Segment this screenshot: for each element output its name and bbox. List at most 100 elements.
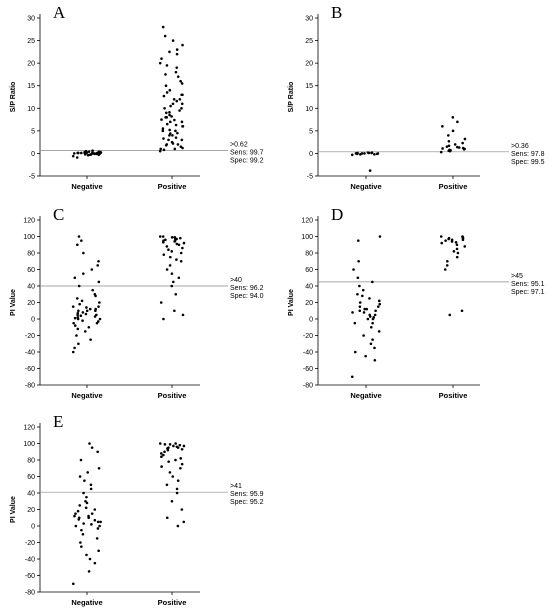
data-point [353, 321, 357, 325]
data-point [75, 156, 79, 159]
panel-e: E -80 -60 -40 -20 0 20 40 60 80 100 120 PI Value Nega… [10, 412, 264, 607]
data-point [352, 268, 355, 271]
data-point [463, 137, 467, 141]
y-tick-label: 15 [305, 83, 313, 90]
data-point [454, 240, 458, 244]
data-point [82, 491, 85, 495]
y-axis-label: PI Value [10, 289, 17, 316]
data-point [181, 313, 185, 317]
data-point [163, 34, 167, 38]
data-point [165, 111, 168, 115]
y-tick-label: 15 [27, 83, 35, 90]
panel-d: D -80 -60 -40 -20 0 20 40 60 80 100 120 PI Value Nega… [288, 205, 545, 400]
data-point [371, 338, 374, 341]
data-point [171, 39, 175, 42]
data-point [441, 147, 444, 150]
data-point [160, 57, 163, 60]
cutoff-annotation: >0.36 [511, 143, 529, 150]
data-point [81, 311, 85, 314]
y-tick-label: -60 [303, 366, 313, 373]
data-point [368, 169, 372, 172]
data-point [76, 316, 80, 319]
data-point [81, 319, 84, 322]
data-point [171, 134, 174, 137]
y-tick-label: -20 [303, 333, 313, 340]
x-category-label: Negative [71, 598, 102, 607]
data-point [165, 122, 169, 126]
data-point [177, 276, 181, 280]
x-category-label: Negative [350, 391, 381, 400]
data-point [89, 338, 92, 341]
data-point [168, 111, 171, 114]
data-point [181, 125, 184, 128]
data-point [84, 506, 88, 510]
data-point [78, 504, 82, 507]
data-point [358, 284, 361, 288]
data-point [450, 240, 454, 243]
data-point [178, 109, 181, 112]
data-point [77, 235, 81, 238]
x-category-label: Positive [158, 598, 187, 607]
data-point [85, 306, 88, 309]
panel-letter: E [53, 412, 63, 431]
data-point [444, 239, 447, 242]
data-point [79, 314, 83, 318]
data-point [76, 311, 80, 315]
data-point [376, 152, 380, 155]
y-tick-label: 100 [301, 234, 313, 241]
data-point [164, 144, 168, 147]
y-axis-label: PI Value [288, 289, 295, 316]
y-tick-label: -60 [25, 366, 35, 373]
data-point [76, 243, 79, 247]
x-category-label: Positive [158, 182, 187, 191]
y-tick-label: 0 [31, 524, 35, 531]
data-point [168, 50, 171, 54]
y-tick-label: -80 [25, 590, 35, 597]
data-point [74, 524, 78, 528]
data-point [77, 151, 80, 155]
y-tick-label: 30 [27, 16, 35, 23]
y-tick-label: -40 [25, 557, 35, 564]
y-tick-label: -40 [25, 350, 35, 357]
data-point [350, 375, 354, 379]
data-point [160, 465, 163, 468]
data-point [369, 342, 373, 346]
data-point [362, 311, 366, 314]
data-point [165, 483, 169, 487]
data-point [96, 264, 99, 267]
data-point [97, 259, 100, 263]
data-point [88, 557, 92, 561]
data-point [75, 334, 78, 337]
data-point [85, 553, 88, 557]
data-point [373, 358, 377, 362]
data-point [170, 284, 174, 288]
data-point [166, 448, 170, 452]
data-point [175, 258, 178, 261]
data-point [175, 491, 179, 495]
data-point [353, 350, 357, 354]
cutoff-annotation: Sens: 99.7 [230, 150, 264, 157]
data-point [440, 241, 444, 245]
data-point [90, 523, 93, 526]
data-point [73, 276, 77, 280]
data-point [78, 302, 81, 306]
y-tick-label: 10 [305, 106, 313, 113]
x-category-label: Positive [439, 391, 468, 400]
data-point [451, 116, 455, 119]
data-point [181, 246, 184, 250]
cutoff-annotation: >0.62 [230, 142, 248, 149]
data-point [449, 148, 452, 152]
data-point [71, 154, 75, 158]
data-point [84, 499, 87, 503]
data-point [85, 501, 89, 505]
data-point [95, 321, 99, 325]
data-point [378, 302, 382, 306]
y-axis-label: S/P Ratio [10, 82, 17, 113]
panel-letter: D [331, 205, 343, 224]
data-point [96, 520, 100, 524]
data-point [361, 294, 364, 298]
y-tick-label: 0 [309, 317, 313, 324]
y-tick-label: 0 [31, 317, 35, 324]
data-point [456, 251, 460, 255]
